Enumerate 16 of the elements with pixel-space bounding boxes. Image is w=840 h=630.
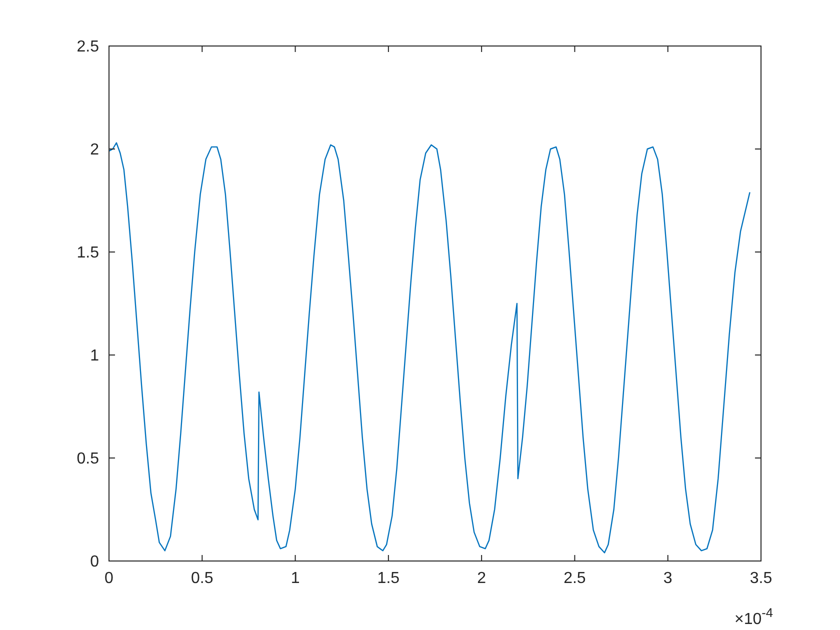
- y-tick-label: 0: [90, 554, 100, 571]
- x-tick-label: 1.5: [377, 570, 400, 587]
- x-tick-label: 2.5: [564, 570, 586, 587]
- x-tick-label: 3: [663, 570, 672, 587]
- x-tick-label: 3.5: [750, 570, 772, 587]
- y-tick-label: 1: [90, 348, 100, 365]
- y-tick-label: 0.5: [76, 450, 100, 468]
- x-tick-label: 0: [104, 570, 114, 587]
- text: ×10$^{-4}$: [734, 604, 773, 628]
- line-series: [108, 142, 750, 554]
- x-tick-label: 1: [290, 570, 300, 587]
- y-tick-label: 2: [90, 142, 100, 159]
- x-tick-label: 2: [477, 570, 486, 587]
- x-tick-label: 0.5: [191, 570, 214, 587]
- y-tick-label: 2.5: [76, 38, 100, 56]
- y-tick-label: 1.5: [76, 244, 100, 262]
